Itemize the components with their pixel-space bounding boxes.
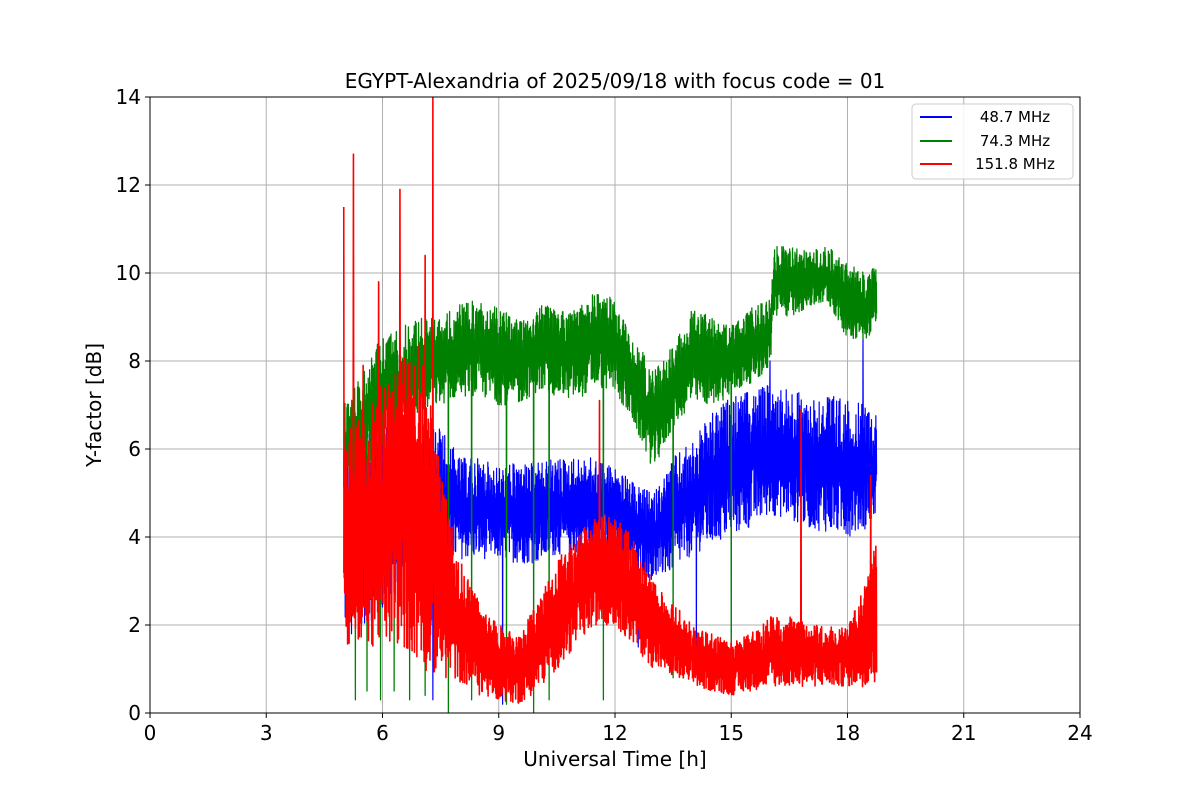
x-tick-label: 24 [1067,721,1092,745]
legend-label-151-8: 151.8 MHz [975,155,1055,173]
y-tick-label: 2 [128,613,141,637]
y-tick-label: 4 [128,525,141,549]
series-layer [342,97,878,713]
y-axis-label: Y-factor [dB] [82,343,106,468]
x-tick-label: 6 [376,721,389,745]
legend-label-74-3: 74.3 MHz [980,132,1050,150]
y-tick-label: 10 [116,261,141,285]
x-tick-label: 18 [835,721,860,745]
x-tick-label: 0 [144,721,157,745]
x-tick-label: 9 [492,721,505,745]
y-tick-label: 12 [116,173,141,197]
x-tick-label: 12 [602,721,627,745]
y-tick-label: 6 [128,437,141,461]
legend: 48.7 MHz 74.3 MHz 151.8 MHz [911,103,1074,180]
x-tick-label: 21 [951,721,976,745]
legend-box [911,103,1074,180]
y-tick-label: 14 [116,85,141,109]
y-tick-label: 8 [128,349,141,373]
y-axis: 0 2 4 6 8 10 12 14 [116,85,150,725]
chart-title: EGYPT-Alexandria of 2025/09/18 with focu… [345,69,886,93]
legend-label-48-7: 48.7 MHz [980,108,1050,126]
x-tick-label: 15 [719,721,744,745]
y-tick-label: 0 [128,701,141,725]
series-line-151-8 [342,97,878,704]
x-axis: 0 3 6 9 12 15 18 21 24 [144,713,1093,745]
x-tick-label: 3 [260,721,273,745]
x-axis-label: Universal Time [h] [523,747,706,771]
